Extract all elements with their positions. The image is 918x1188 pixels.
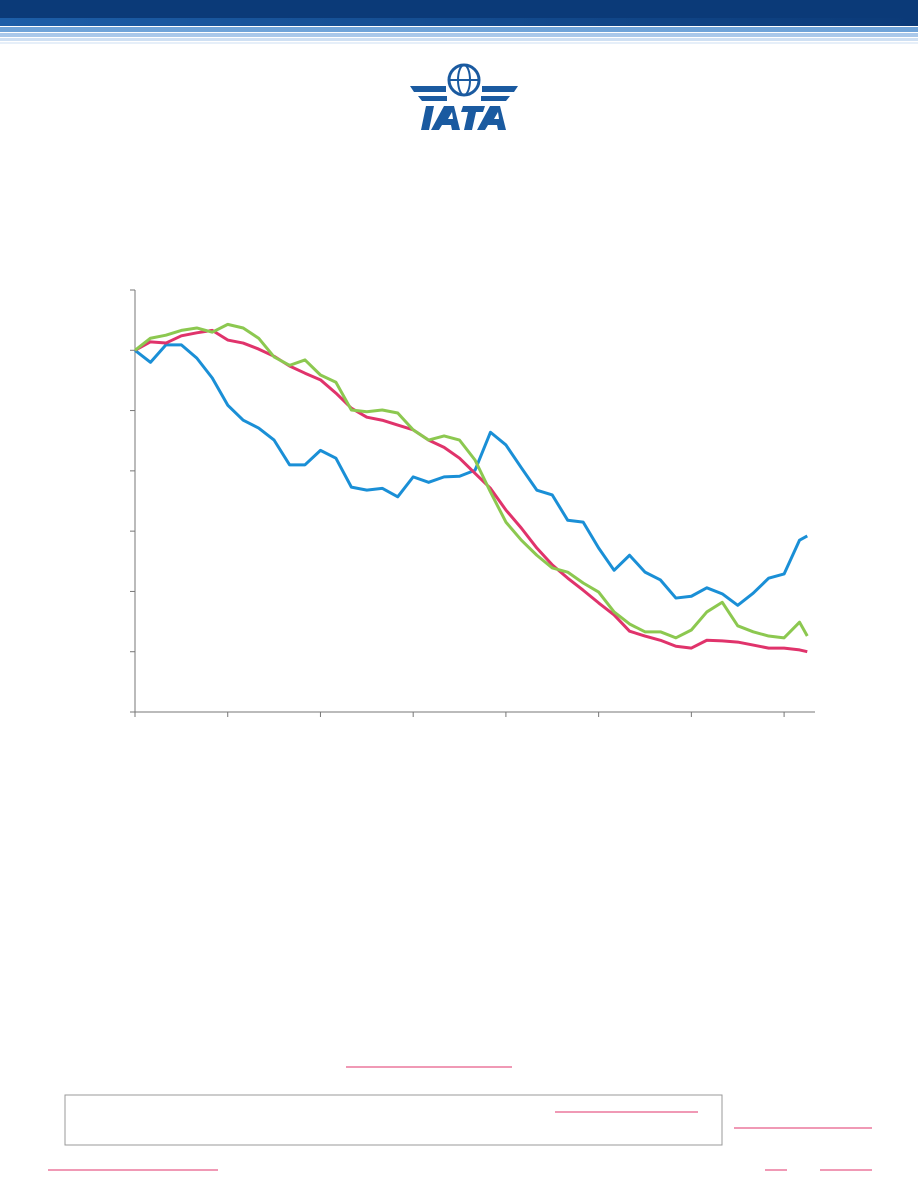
line-series (134, 343, 808, 607)
banner (0, 0, 918, 44)
line-series (134, 322, 809, 640)
line-series (134, 328, 808, 654)
footer (48, 1066, 872, 1171)
logo: ​ (410, 63, 518, 130)
chart (130, 289, 815, 717)
